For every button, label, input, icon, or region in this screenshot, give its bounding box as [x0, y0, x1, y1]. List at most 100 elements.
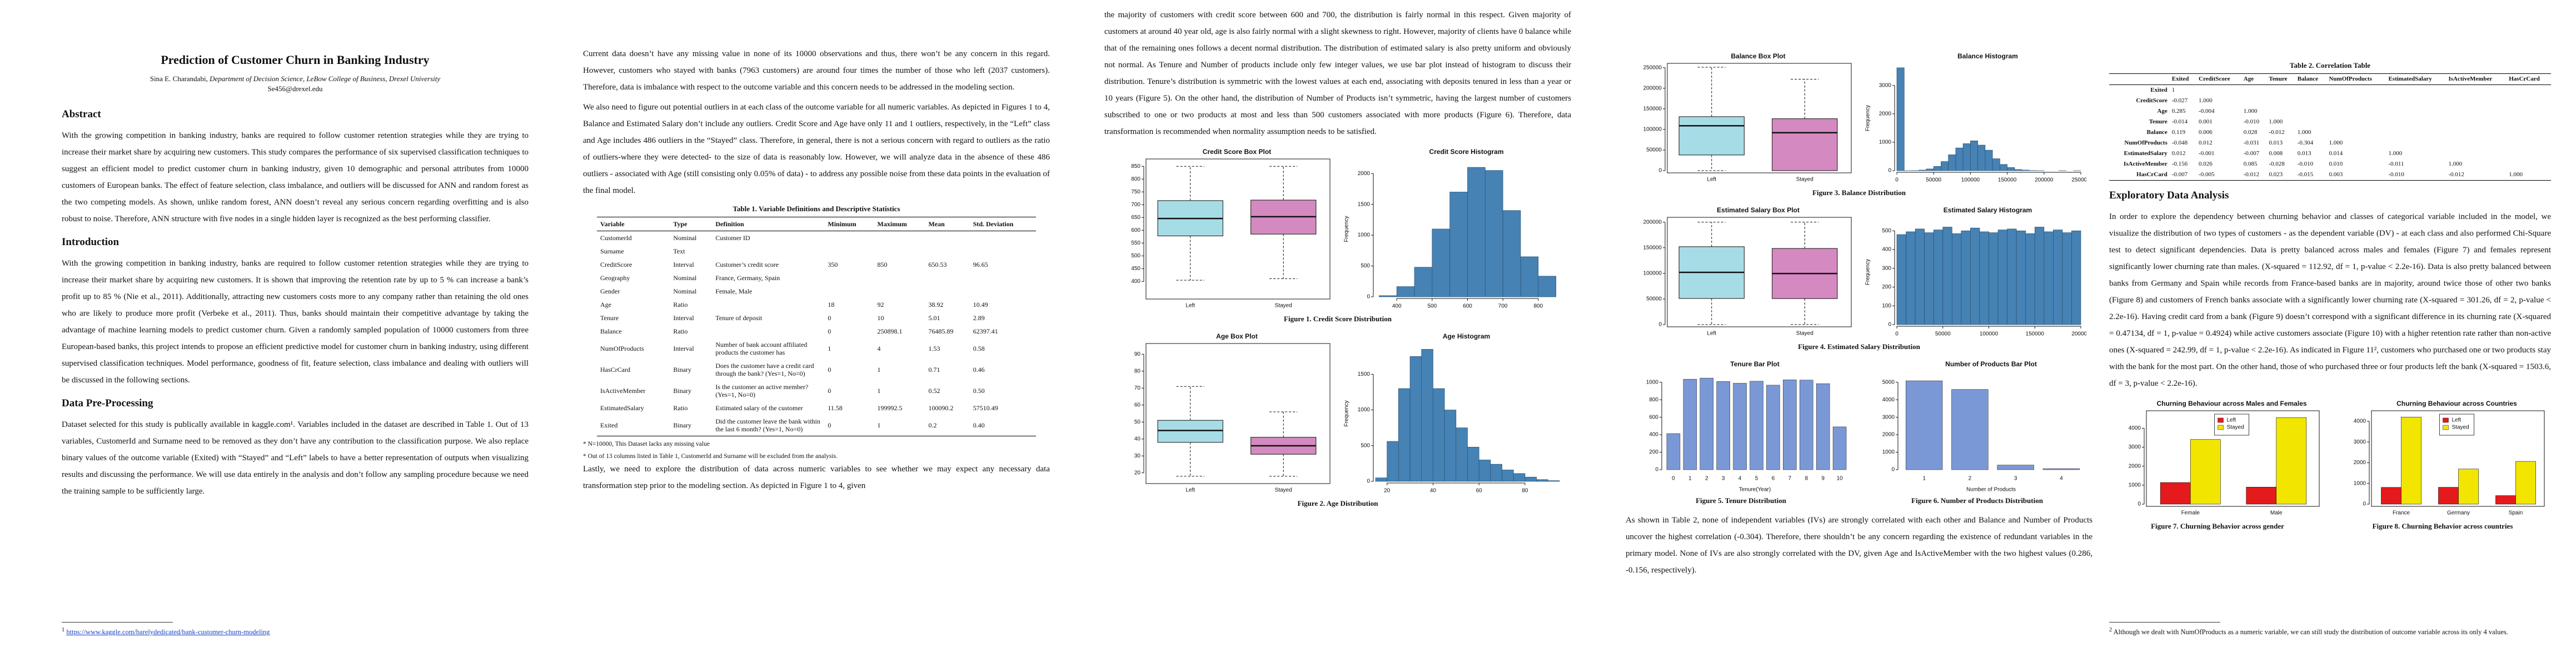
- table-cell: [2386, 85, 2446, 96]
- x-tick-label: 0: [1672, 476, 1675, 482]
- y-tick-label: 150000: [1643, 106, 1662, 112]
- table-cell: [2386, 96, 2446, 106]
- figure-charts: Number of Products Bar Plot 0 1000 2000 3000…: [1865, 358, 2090, 494]
- table-cell: [2507, 127, 2551, 138]
- column-header: NumOfProducts: [2329, 76, 2372, 82]
- y-tick-label: 0: [1655, 467, 1658, 473]
- table-cell: Customer’s credit score: [715, 261, 779, 268]
- histogram-bar: [1919, 170, 1927, 171]
- table-head: Variable Type Definition Minimum Maximum Mean…: [597, 217, 1036, 231]
- table-cell: [970, 285, 1036, 298]
- footnote-link[interactable]: https://www.kaggle.com/barelydedicated/b…: [66, 628, 270, 636]
- figure-row: Credit Score Box Plot 400 450 500 550 600 650 7…: [1104, 146, 1571, 323]
- section-heading: Exploratory Data Analysis: [2109, 190, 2229, 201]
- table-cell: 0.013: [2297, 150, 2311, 157]
- table-row: Geography Nominal France, Germany, Spain: [597, 271, 1036, 285]
- plot-frame: [1667, 217, 1852, 327]
- x-tick-label: 7: [1788, 476, 1792, 482]
- legend-label: Stayed: [2226, 425, 2244, 431]
- histogram-bar: [1409, 356, 1422, 482]
- table-cell: -0.304: [2297, 140, 2314, 146]
- figure: Churning Behaviour across Males and Fema…: [2111, 397, 2325, 531]
- table-cell: -0.012: [2448, 171, 2464, 178]
- y-tick-label: 550: [1131, 240, 1140, 246]
- histogram-bar: [1484, 170, 1503, 297]
- y-tick-label: 200: [1882, 284, 1891, 290]
- table-cell: [970, 245, 1036, 258]
- table-cell: [2507, 148, 2551, 159]
- table-cell: [925, 245, 970, 258]
- bar: [2380, 487, 2401, 505]
- x-tick-label: 800: [1533, 303, 1543, 310]
- histogram-bar: [2016, 230, 2026, 325]
- table-cell: Binary: [673, 421, 692, 429]
- table-row: CustomerId Nominal Customer ID: [597, 231, 1036, 245]
- histogram-bar: [1933, 230, 1944, 325]
- figure: Estimated Salary Box Plot 0 50000 100000 150…: [1632, 204, 2086, 351]
- table-cell: 0.52: [928, 387, 940, 395]
- table-cell: [712, 325, 824, 338]
- bar: [2160, 482, 2191, 505]
- table-cell: -0.031: [2243, 140, 2260, 146]
- histogram-bar: [2007, 228, 2017, 325]
- column-header: Balance: [2297, 76, 2319, 82]
- x-tick-label: 100000: [1961, 177, 1980, 183]
- paragraph: As shown in Table 2, none of independent…: [1626, 516, 2092, 575]
- y-tick-label: 0: [2363, 501, 2366, 507]
- table-cell: [970, 231, 1036, 245]
- paragraph: With the growing competition in banking …: [62, 259, 529, 385]
- table-cell: 0: [828, 387, 831, 395]
- histogram-bar: [1970, 227, 1980, 325]
- table-cell: EstimatedSalary: [600, 404, 644, 412]
- column-header: Std. Deviation: [973, 220, 1014, 228]
- y-tick-label: 700: [1131, 202, 1140, 208]
- table-note: * Out of 13 columns listed in Table 1, C…: [583, 453, 838, 460]
- table-cell: -0.014: [2171, 118, 2188, 125]
- table-row: Tenure -0.014 0.001 -0.010 1.000: [2109, 117, 2551, 127]
- table-cell: Age: [2157, 108, 2168, 115]
- table-caption: Table 2. Correlation Table: [2289, 61, 2371, 69]
- x-tick-label: 60: [1476, 488, 1483, 494]
- histogram-bar: [1421, 349, 1433, 482]
- column-header: CreditScore: [2199, 76, 2230, 82]
- whisker: [1176, 386, 1204, 421]
- table-cell: 1.000: [2243, 108, 2258, 115]
- histogram-bar: [1933, 166, 1941, 171]
- x-tick-label: 4: [1738, 476, 1742, 482]
- y-tick-label: 50000: [1646, 296, 1662, 302]
- table-cell: 0.50: [973, 387, 985, 395]
- y-tick-label: 3000: [1879, 82, 1892, 88]
- table: Variable Type Definition Minimum Maximum Mean…: [597, 217, 1036, 436]
- bar: [1683, 379, 1697, 470]
- table-cell: Tenure: [600, 314, 619, 322]
- histogram-bar: [1433, 388, 1445, 482]
- histogram-bar: [2014, 169, 2022, 171]
- y-tick-label: 0: [2137, 501, 2141, 507]
- figure-caption: Figure 2. Age Distribution: [1297, 499, 1378, 507]
- table-cell: 350: [828, 261, 838, 268]
- table-cell: Does the customer have a credit card thr…: [715, 362, 814, 377]
- table-cell: [824, 245, 874, 258]
- table-row: Exited Binary Did the customer leave the b…: [597, 415, 1036, 436]
- table-cell: CustomerId: [600, 234, 632, 242]
- table-cell: [2447, 96, 2507, 106]
- table-cell: 62397.41: [973, 327, 998, 335]
- table-cell: Exited: [2150, 87, 2168, 93]
- x-tick-label: Germany: [2447, 510, 2469, 516]
- table-cell: [2295, 85, 2327, 96]
- histogram-bar: [2000, 164, 2007, 171]
- table-cell: [2386, 117, 2446, 127]
- histogram-bar: [1467, 447, 1479, 482]
- column-header: Tenure: [2269, 76, 2288, 82]
- header-row: Exited CreditScore Age Tenure Balance NumOfPr…: [2109, 73, 2551, 85]
- footnote: 1 https://www.kaggle.com/barelydedicated…: [62, 621, 529, 636]
- table-cell: 2.89: [973, 314, 985, 322]
- histogram-bar: [1502, 210, 1521, 297]
- histogram-bar: [2044, 231, 2054, 325]
- footnote-text: Although we dealt with NumOfProducts as …: [2113, 628, 2508, 636]
- y-axis-label: Frequency: [1344, 216, 1350, 242]
- table-body: CustomerId Nominal Customer ID Surname Text C…: [597, 231, 1036, 436]
- table-cell: 0.085: [2243, 161, 2258, 167]
- figure-row: Tenure Bar Plot 0 200 400 600 800 1000 Tenure(Y…: [1626, 358, 2092, 505]
- y-tick-label: 800: [1649, 397, 1658, 403]
